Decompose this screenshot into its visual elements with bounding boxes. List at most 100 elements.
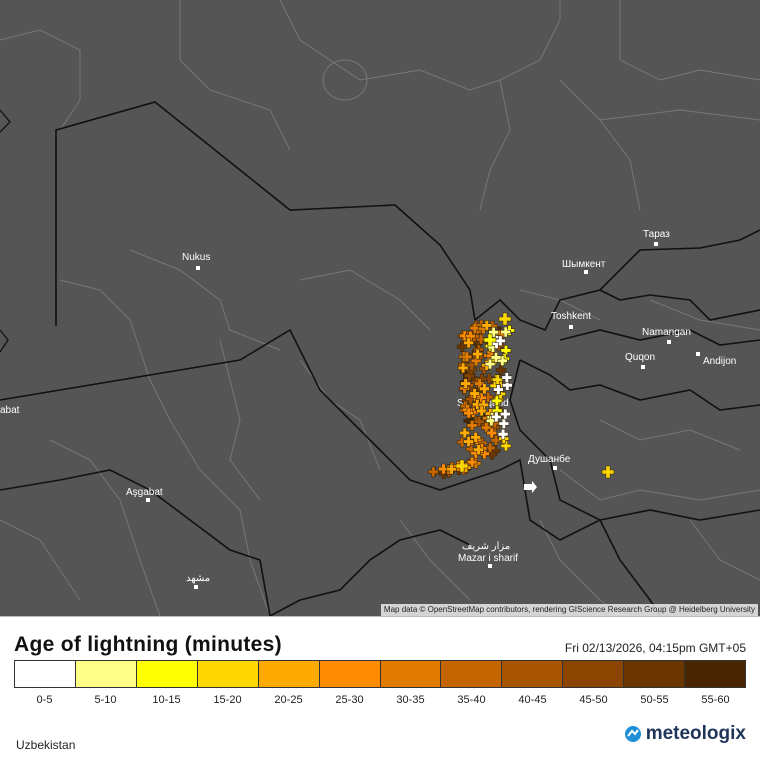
plus-icon <box>500 326 512 338</box>
plus-icon <box>483 373 495 384</box>
plus-icon <box>495 364 507 376</box>
city-label: Душанбе <box>528 453 571 465</box>
scale-swatch <box>502 661 564 687</box>
plus-icon <box>473 444 484 456</box>
arrow-icon <box>524 481 537 493</box>
lightning-strikes <box>428 312 615 479</box>
plus-icon <box>490 352 502 363</box>
plus-icon <box>486 415 497 427</box>
city-shymkent: Шымкент <box>562 259 606 274</box>
city-label: Aşgabat <box>126 487 163 498</box>
plus-icon <box>461 351 473 363</box>
city-label: مزار شریف <box>462 541 510 552</box>
plus-icon <box>491 395 503 407</box>
plus-icon <box>463 407 475 419</box>
scale-label: 55-60 <box>701 694 730 706</box>
plus-icon <box>483 333 497 347</box>
scale-label: 10-15 <box>152 694 181 706</box>
city-namangan: Namangan <box>642 327 691 344</box>
scale-swatch <box>624 661 686 687</box>
plus-icon <box>438 463 449 475</box>
scale-swatch <box>685 661 746 687</box>
city-labels: Nukus Aşgabat مشهد Тараз Шымкент Toshken… <box>0 229 736 589</box>
lake-outline <box>322 59 368 101</box>
plus-icon <box>428 466 439 478</box>
scale-swatch <box>258 661 320 687</box>
plus-icon <box>491 411 502 423</box>
city-label: Namangan <box>642 327 691 338</box>
map-attribution: Map data © OpenStreetMap contributors, r… <box>380 604 758 616</box>
legend: Age of lightning (minutes) Fri 02/13/202… <box>0 616 760 761</box>
plus-icon <box>466 456 478 468</box>
scale-label: 40-45 <box>518 694 547 706</box>
scale-swatch <box>197 661 259 687</box>
scale-labels: 0-5 5-10 10-15 15-20 20-25 25-30 30-35 35-40 40-… <box>14 694 746 706</box>
city-label: Nukus <box>182 252 210 263</box>
plus-icon <box>484 442 496 454</box>
region-name: Uzbekistan <box>16 738 76 752</box>
city-label: Quqon <box>625 352 655 363</box>
color-scale <box>14 660 746 688</box>
plus-icon <box>457 362 469 374</box>
scale-label: 25-30 <box>335 694 364 706</box>
scale-label: 5-10 <box>94 694 117 706</box>
plus-icon <box>455 459 469 473</box>
map-canvas: Nukus Aşgabat مشهد Тараз Шымкент Toshken… <box>0 0 760 616</box>
brand-name: meteologix <box>645 723 746 744</box>
scale-label: 35-40 <box>457 694 486 706</box>
city-nukus: Nukus <box>182 252 210 270</box>
plus-icon <box>479 383 490 395</box>
city-label: Mazar i sharif <box>458 553 518 564</box>
plus-icon <box>469 388 480 399</box>
plus-icon <box>497 428 509 440</box>
plus-icon <box>493 384 504 395</box>
plus-icon <box>463 436 474 447</box>
scale-swatch <box>15 661 76 687</box>
plus-icon <box>498 312 512 326</box>
city-label: Andijon <box>703 356 736 367</box>
regional-lines <box>0 0 760 616</box>
scale-label: 50-55 <box>640 694 669 706</box>
scale-swatch <box>563 661 625 687</box>
timestamp: Fri 02/13/2026, 04:15pm GMT+05 <box>564 641 746 655</box>
coastline-left <box>0 109 11 133</box>
national-borders <box>0 101 760 616</box>
plus-icon <box>500 408 511 420</box>
city-toshkent: Toshkent <box>551 311 591 329</box>
scale-swatch <box>441 661 503 687</box>
plus-icon <box>470 432 481 443</box>
plus-icon <box>446 463 457 475</box>
coastline-left-2 <box>0 329 9 353</box>
plus-icon <box>484 358 496 370</box>
plus-icon <box>472 348 483 360</box>
scale-label: 0-5 <box>36 694 53 706</box>
plus-icon <box>490 434 502 446</box>
city-taraz: Тараз <box>643 229 670 246</box>
city-partial-left: abat <box>0 405 20 416</box>
scale-swatch <box>380 661 442 687</box>
city-label: Toshkent <box>551 311 591 322</box>
lightning-map[interactable]: Nukus Aşgabat مشهد Тараз Шымкент Toshken… <box>0 0 760 616</box>
plus-icon <box>500 440 512 452</box>
plus-icon <box>463 337 474 349</box>
city-label: Тараз <box>643 229 670 240</box>
plus-icon <box>473 416 485 427</box>
city-andijon: Andijon <box>696 352 736 367</box>
scale-swatch <box>136 661 198 687</box>
scale-label: 20-25 <box>274 694 303 706</box>
city-label: مشهد <box>186 573 210 584</box>
plus-icon <box>498 418 510 429</box>
scale-label: 30-35 <box>396 694 425 706</box>
scale-swatch <box>75 661 137 687</box>
city-mashhad: مشهد <box>186 573 210 589</box>
city-asgabat: Aşgabat <box>126 487 163 502</box>
plus-icon <box>500 345 512 356</box>
plus-icon <box>502 379 513 391</box>
scale-swatch <box>319 661 381 687</box>
scale-label: 45-50 <box>579 694 608 706</box>
brand[interactable]: meteologix <box>624 723 746 745</box>
city-dushanbe: Душанбе <box>528 453 571 470</box>
meteologix-logo-icon <box>624 726 641 742</box>
legend-title: Age of lightning (minutes) <box>14 633 282 656</box>
